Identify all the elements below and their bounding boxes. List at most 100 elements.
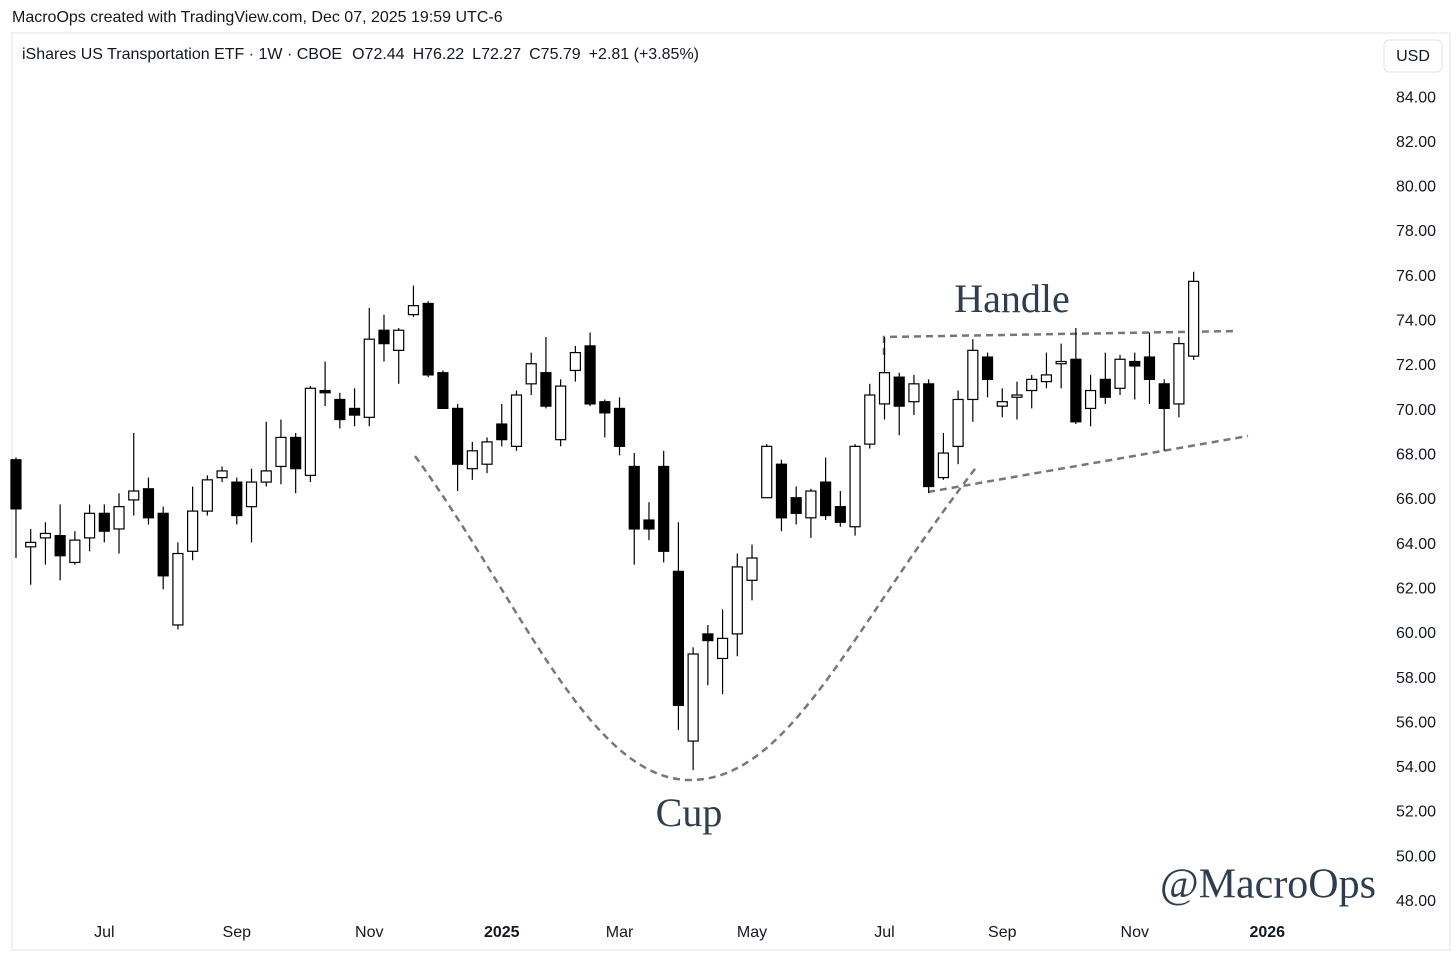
chart-title: iShares US Transportation ETF · 1W · CBO… (22, 46, 342, 63)
candle-body (1084, 389, 1097, 409)
candle-body (1055, 360, 1067, 365)
candle-body (1143, 356, 1156, 380)
watermark: @MacroOps (1160, 862, 1376, 908)
currency[interactable]: USD (1396, 48, 1430, 65)
candle-body (658, 465, 670, 552)
x-tick-label: May (737, 924, 767, 941)
chart-header: iShares US Transportation ETF · 1W · CBO… (22, 46, 699, 63)
legend-value: +2.81 (+3.85%) (589, 46, 699, 63)
y-tick-label: 84.00 (1396, 89, 1436, 106)
caption: MacroOps created with TradingView.com, D… (12, 9, 503, 26)
candle-body (790, 497, 802, 514)
candle-body (702, 633, 714, 642)
candle-body (172, 552, 184, 626)
x-tick-label: Nov (1121, 924, 1149, 941)
candle-body (613, 407, 626, 447)
y-tick-label: 64.00 (1396, 536, 1436, 553)
drawings (413, 329, 1249, 782)
x-tick-label: Mar (606, 924, 634, 941)
y-tick-label: 56.00 (1396, 714, 1436, 731)
chart-frame (11, 32, 1451, 951)
legend-value: H76.22 (413, 46, 465, 63)
candle-body (746, 557, 758, 581)
candle-body (761, 445, 773, 499)
candle-body (275, 436, 287, 468)
candle-body (569, 351, 581, 372)
candle-body (83, 512, 96, 539)
candle-body (967, 349, 979, 401)
legend-value: L72.27 (472, 46, 521, 63)
candle-body (187, 510, 199, 552)
candle-body (672, 570, 685, 706)
candle-body (1099, 378, 1111, 398)
candle-body (378, 329, 390, 345)
handle-lower-line (927, 434, 1249, 494)
x-tick-label: Jul (874, 924, 894, 941)
candle-body (731, 566, 743, 635)
annotation: Cup (656, 790, 723, 835)
candle-body (628, 465, 640, 530)
candle-body (407, 305, 420, 316)
candle-body (834, 506, 846, 523)
candle-body (525, 363, 537, 385)
x-tick-label: Jul (94, 924, 114, 941)
candle-body (260, 470, 272, 483)
candle-body (1129, 360, 1141, 367)
candle-body (599, 401, 611, 414)
candle-body (69, 539, 81, 564)
candle-body (584, 345, 596, 405)
candle-body (908, 383, 920, 403)
candle-body (201, 479, 213, 512)
candle-body (422, 302, 434, 376)
candle-body (1026, 378, 1038, 392)
candle-body (1040, 374, 1053, 383)
candle-body (864, 394, 876, 445)
candle-body (849, 445, 861, 528)
candle-body (319, 389, 331, 394)
candle-body (1158, 383, 1170, 409)
y-tick-label: 80.00 (1396, 179, 1436, 196)
candle-body (981, 356, 994, 380)
candle-body (923, 383, 935, 488)
candle-body (98, 512, 110, 532)
y-tick-label: 48.00 (1396, 893, 1436, 910)
currency-box[interactable] (1383, 39, 1443, 73)
legend-value: C75.79 (529, 46, 581, 63)
y-tick-label: 68.00 (1396, 447, 1436, 464)
candle-body (363, 338, 375, 418)
x-tick-label: Nov (355, 924, 383, 941)
y-tick-label: 72.00 (1396, 357, 1436, 374)
y-tick-label: 78.00 (1396, 223, 1436, 240)
y-tick-label: 54.00 (1396, 759, 1436, 776)
candle-body (1070, 358, 1082, 423)
y-tick-label: 70.00 (1396, 402, 1436, 419)
candle-body (510, 394, 523, 447)
candle-body (348, 407, 361, 416)
x-tick-label: Sep (988, 924, 1017, 941)
candle-body (893, 376, 905, 407)
candle-body (142, 488, 155, 519)
y-tick-label: 60.00 (1396, 625, 1436, 642)
candle-body (1173, 343, 1185, 405)
candle-body (716, 637, 729, 660)
annotation: Handle (954, 276, 1070, 321)
candle-body (937, 452, 949, 479)
candle-body (245, 481, 258, 508)
candle-body (775, 463, 788, 519)
candle-body (216, 470, 228, 479)
candle-body (952, 398, 964, 447)
candle-body (540, 372, 552, 407)
candle-body (25, 541, 37, 548)
candle-body (643, 519, 655, 530)
candle-body (231, 481, 243, 517)
candle-body (128, 490, 140, 501)
legend-value: O72.44 (352, 46, 405, 63)
candle-body (290, 436, 302, 470)
x-tick-label: 2026 (1249, 924, 1285, 941)
y-tick-label: 76.00 (1396, 268, 1436, 285)
candle-body (437, 372, 449, 409)
candle-body (496, 423, 508, 441)
candle-body (304, 387, 316, 476)
y-tick-label: 62.00 (1396, 580, 1436, 597)
